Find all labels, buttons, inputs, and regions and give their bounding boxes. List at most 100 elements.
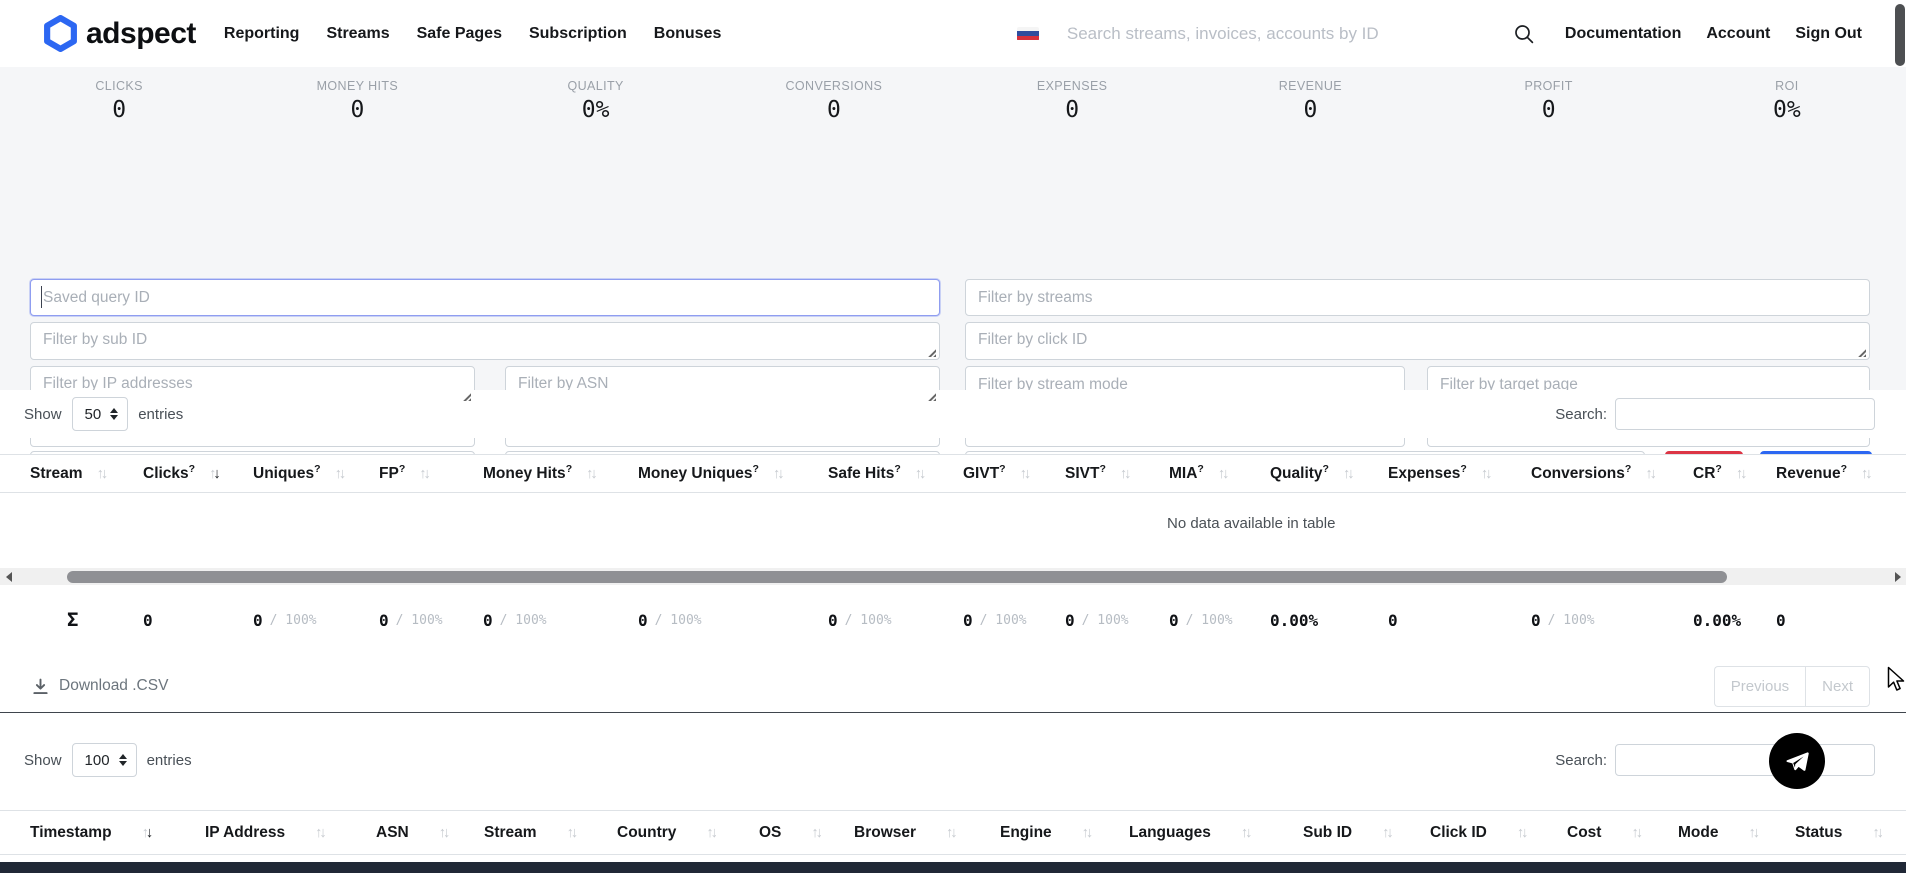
column-header[interactable]: Sub ID ↑ ↓ (1303, 823, 1394, 841)
column-header[interactable]: Quality? ↑ ↓ (1270, 463, 1355, 483)
sort-icon[interactable]: ↑ ↓ (1872, 824, 1884, 841)
column-header[interactable]: CR? ↑ ↓ (1693, 463, 1748, 483)
column-header[interactable]: Money Hits? ↑ ↓ (483, 463, 598, 483)
nav-link[interactable]: Streams (326, 24, 390, 42)
filter-sub-id-textarea[interactable] (30, 322, 940, 360)
scroll-left-icon[interactable] (0, 571, 17, 582)
clicks-table-search-input[interactable] (1615, 744, 1875, 776)
total-value: 0 (143, 610, 153, 630)
sort-icon[interactable]: ↑ ↓ (209, 465, 221, 482)
total-cell: 0 (143, 611, 253, 630)
sort-icon[interactable]: ↑ ↓ (772, 465, 785, 482)
vertical-scrollbar[interactable] (1895, 4, 1905, 66)
column-header[interactable]: Money Uniques? ↑ ↓ (638, 463, 785, 483)
column-header[interactable]: Mode ↑ ↓ (1678, 823, 1760, 841)
filter-streams-input[interactable] (965, 279, 1870, 316)
next-page-button[interactable]: Next (1805, 665, 1870, 707)
column-header[interactable]: Uniques? ↑ ↓ (253, 463, 347, 483)
hexagon-logo-icon (44, 15, 77, 52)
sort-icon[interactable]: ↑ ↓ (1748, 824, 1760, 841)
column-header[interactable]: Browser ↑ ↓ (854, 823, 958, 841)
scrollbar-thumb[interactable] (67, 570, 1727, 583)
sort-icon[interactable]: ↑ ↓ (811, 824, 823, 841)
nav-link-account[interactable]: Account (1706, 24, 1771, 42)
column-header[interactable]: Timestamp ↑ ↓ (30, 823, 154, 841)
sort-icon[interactable]: ↑ ↓ (1735, 465, 1748, 482)
column-header[interactable]: SIVT? ↑ ↓ (1065, 463, 1132, 483)
stats-summary-bar: CLICKS 0 MONEY HITS 0 QUALITY 0% CONVERS… (0, 67, 1906, 134)
sort-icon[interactable]: ↑ ↓ (438, 824, 451, 841)
stat-label: CONVERSIONS (785, 78, 883, 93)
nav-link[interactable]: Safe Pages (416, 24, 502, 42)
column-header[interactable]: Stream ↑ ↓ (484, 823, 579, 841)
column-header[interactable]: MIA? ↑ ↓ (1169, 463, 1230, 483)
stat-label: PROFIT (1524, 78, 1573, 93)
page-size-select[interactable]: 100 (71, 743, 137, 777)
saved-query-input[interactable] (30, 279, 940, 316)
nav-link[interactable]: Reporting (223, 24, 300, 42)
sort-icon[interactable]: ↑ ↓ (1631, 824, 1643, 841)
sort-icon[interactable]: ↑ ↓ (315, 824, 327, 841)
sort-icon[interactable]: ↑ ↓ (706, 824, 718, 841)
filter-click-id-textarea[interactable] (965, 322, 1870, 360)
column-header[interactable]: Click ID ↑ ↓ (1430, 823, 1529, 841)
sort-icon[interactable]: ↑ ↓ (566, 824, 579, 841)
nav-link[interactable]: Subscription (528, 24, 627, 42)
sort-icon[interactable]: ↑ ↓ (334, 465, 347, 482)
sort-icon[interactable]: ↑ ↓ (1081, 824, 1094, 841)
sort-icon[interactable]: ↑ ↓ (96, 465, 109, 482)
column-header[interactable]: Country ↑ ↓ (617, 823, 718, 841)
horizontal-scrollbar[interactable] (0, 568, 1906, 585)
column-header[interactable]: ASN ↑ ↓ (376, 823, 451, 841)
sort-icon[interactable]: ↑ ↓ (946, 824, 958, 841)
column-header[interactable]: Expenses? ↑ ↓ (1388, 463, 1493, 483)
report-table-body: No data available in table (0, 493, 1906, 555)
sort-icon[interactable]: ↑ ↓ (1119, 465, 1132, 482)
column-header[interactable]: Status ↑ ↓ (1795, 823, 1884, 841)
entries-label: entries (146, 751, 192, 769)
global-search-input[interactable] (1066, 23, 1467, 44)
column-header[interactable]: IP Address ↑ ↓ (205, 823, 327, 841)
language-flag-icon[interactable] (1016, 26, 1039, 41)
search-icon[interactable] (1513, 23, 1535, 45)
column-header[interactable]: Engine ↑ ↓ (1000, 823, 1094, 841)
column-header[interactable]: Safe Hits? ↑ ↓ (828, 463, 927, 483)
column-header[interactable]: Cost ↑ ↓ (1567, 823, 1643, 841)
adspect-logo[interactable]: adspect (44, 15, 196, 52)
sort-icon[interactable]: ↑ ↓ (914, 465, 927, 482)
sort-icon[interactable]: ↑ ↓ (1217, 465, 1230, 482)
sort-icon[interactable]: ↑ ↓ (1516, 824, 1529, 841)
column-header[interactable]: GIVT? ↑ ↓ (963, 463, 1032, 483)
scroll-right-icon[interactable] (1889, 571, 1906, 582)
sort-icon[interactable]: ↑ ↓ (1861, 465, 1873, 482)
column-header[interactable]: Stream? ↑↓ (30, 464, 109, 482)
column-header[interactable]: OS ↑ ↓ (759, 823, 823, 841)
sort-icon[interactable]: ↑ ↓ (1645, 465, 1657, 482)
telegram-button[interactable] (1769, 733, 1825, 789)
text-caret (41, 286, 42, 308)
column-header[interactable]: Conversions? ↑ ↓ (1531, 463, 1657, 483)
sort-icon[interactable]: ↑ ↓ (586, 465, 598, 482)
nav-link-signout[interactable]: Sign Out (1795, 24, 1862, 42)
column-header[interactable]: Revenue? ↑ ↓ (1776, 463, 1873, 483)
sort-icon[interactable]: ↑ ↓ (1019, 465, 1032, 482)
column-header[interactable]: Languages ↑ ↓ (1129, 823, 1253, 841)
report-table-header: Stream? ↑↓ Clicks? ↑↓ Uniques? ↑↓ FP? ↑↓… (0, 454, 1906, 493)
stat-value: 0 (826, 96, 841, 123)
sort-icon[interactable]: ↑ ↓ (141, 824, 154, 841)
page-size-select[interactable]: 50 (71, 397, 129, 431)
report-table-search-input[interactable] (1615, 398, 1875, 430)
column-header[interactable]: Clicks? ↑ ↓ (143, 463, 221, 483)
sort-icon[interactable]: ↑ ↓ (1240, 824, 1253, 841)
sort-icon[interactable]: ↑ ↓ (1480, 465, 1493, 482)
nav-link[interactable]: Bonuses (653, 24, 722, 42)
total-cell: 0 / 100% (379, 611, 483, 630)
sort-icon[interactable]: ↑ ↓ (419, 465, 431, 482)
sort-icon[interactable]: ↑ ↓ (1342, 465, 1355, 482)
nav-link-documentation[interactable]: Documentation (1564, 24, 1682, 42)
download-csv-link[interactable]: Download .CSV (32, 677, 168, 695)
stat-item: ROI 0% (1668, 67, 1906, 134)
previous-page-button[interactable]: Previous (1713, 665, 1806, 707)
sort-icon[interactable]: ↑ ↓ (1382, 824, 1394, 841)
column-header[interactable]: FP? ↑ ↓ (379, 463, 431, 483)
